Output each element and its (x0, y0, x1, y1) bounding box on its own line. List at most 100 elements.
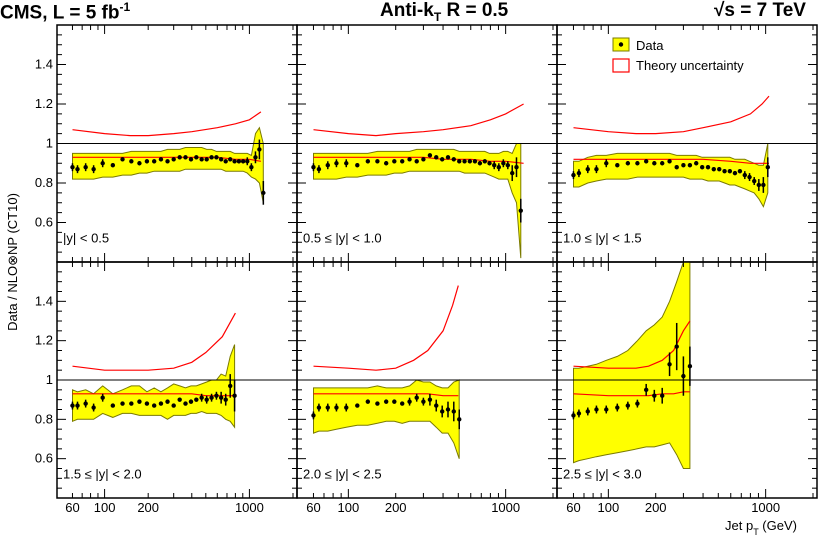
rapidity-label: 2.5 ≤ |y| < 3.0 (563, 466, 642, 481)
data-point (183, 401, 188, 406)
data-point (144, 401, 150, 406)
header-left-text: CMS, L = 5 fb (0, 2, 120, 24)
y-tick-label: 1.2 (35, 333, 53, 348)
data-point (257, 147, 262, 152)
data-point (194, 155, 199, 160)
data-point (737, 168, 743, 174)
data-point (705, 165, 711, 170)
data-point (355, 403, 360, 408)
theory-lower-curve (573, 158, 769, 164)
data-point (451, 409, 456, 414)
data-point (75, 403, 80, 408)
legend-data-marker (618, 42, 624, 47)
data-point (223, 397, 228, 402)
data-point (604, 161, 609, 166)
data-point (120, 401, 125, 406)
data-point (643, 387, 649, 393)
data-point (316, 166, 322, 172)
data-point (681, 373, 686, 379)
data-point (100, 395, 105, 400)
data-point (571, 172, 576, 178)
data-point (407, 157, 412, 162)
data-point (171, 157, 176, 162)
data-point (392, 159, 397, 164)
data-point (615, 163, 620, 168)
data-point (652, 161, 657, 166)
theory-upper-curve (573, 95, 770, 135)
data-point (232, 393, 237, 398)
data-point (752, 178, 757, 184)
y-tick-label: 0.6 (35, 215, 53, 230)
data-point (434, 155, 439, 160)
data-point (240, 159, 246, 164)
x-axis-label-sub: T (753, 527, 759, 537)
legend-theory-label: Theory uncertainty (636, 58, 744, 73)
x-tick-label: 1000 (751, 500, 780, 515)
rapidity-label: 1.5 ≤ |y| < 2.0 (63, 466, 142, 481)
data-point (576, 170, 582, 176)
x-axis-label-main: Jet p (725, 518, 753, 533)
x-tick-label: 100 (337, 500, 359, 515)
data-point (421, 157, 426, 162)
data-point (742, 172, 748, 178)
data-point (83, 401, 88, 406)
data-point (414, 159, 419, 164)
data-point (451, 157, 456, 162)
y-tick-label: 0.8 (35, 411, 53, 426)
data-point (414, 395, 419, 400)
data-point (496, 165, 502, 170)
data-point (585, 166, 590, 172)
data-point (732, 170, 738, 176)
data-point (727, 168, 733, 174)
data-point (151, 159, 157, 164)
data-point (717, 166, 722, 172)
data-point (165, 159, 170, 164)
x-tick-label: 1000 (235, 500, 264, 515)
data-point (223, 159, 228, 164)
data-point (375, 159, 380, 164)
data-point (571, 413, 576, 418)
data-point (183, 155, 188, 160)
x-axis-label: Jet pT (GeV) (725, 518, 797, 537)
legend-theory-swatch (612, 58, 630, 73)
x-tick-label: 1000 (491, 500, 520, 515)
x-axis-label-unit: (GeV) (759, 518, 797, 533)
data-point (445, 407, 451, 412)
data-point (344, 405, 349, 410)
header-center-tail: R = 0.5 (441, 0, 509, 21)
data-point (722, 168, 727, 174)
data-point (214, 393, 219, 398)
x-tick-label: 100 (597, 500, 619, 515)
data-point (311, 413, 316, 418)
systematic-band (573, 143, 769, 208)
systematic-band (313, 379, 460, 459)
y-tick-label: 0.6 (35, 451, 53, 466)
panel-4: 60 100 200 1000 0.6 0.8 1 1.2 1.4 1.5 ≤ |y| < 2.0 (35, 261, 298, 515)
data-point (434, 403, 439, 408)
data-point (228, 157, 233, 162)
data-point (392, 399, 397, 404)
data-point (129, 159, 134, 164)
data-point (407, 399, 412, 404)
data-point (334, 161, 339, 166)
data-point (514, 165, 519, 170)
panel-2: 0.5 ≤ |y| < 1.0 (296, 24, 558, 263)
systematic-band (313, 143, 522, 259)
data-point (576, 411, 582, 416)
data-point (400, 159, 405, 164)
data-point (457, 159, 462, 164)
data-point (711, 166, 716, 172)
data-point (667, 159, 672, 164)
data-point (100, 161, 105, 166)
data-point (209, 155, 214, 160)
x-tick-label: 200 (137, 500, 159, 515)
data-point (765, 165, 771, 170)
theory-lower-curve (313, 393, 459, 397)
data-point (137, 161, 142, 166)
data-point (204, 397, 209, 402)
panel-plot-area (557, 95, 817, 208)
y-tick-label: 1.2 (35, 96, 53, 111)
data-point (462, 159, 467, 164)
data-point (660, 161, 665, 166)
data-point (472, 159, 478, 164)
